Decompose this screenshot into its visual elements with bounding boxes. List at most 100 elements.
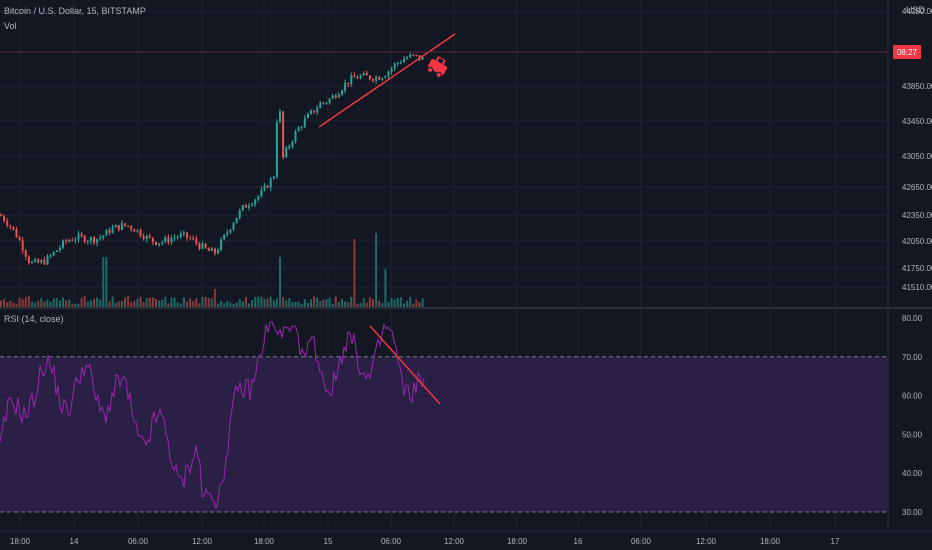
candle-body[interactable]: [31, 261, 33, 263]
volume-bar[interactable]: [409, 296, 412, 307]
candle-body[interactable]: [127, 225, 130, 227]
volume-bar[interactable]: [148, 297, 151, 307]
candle-body[interactable]: [192, 238, 195, 240]
volume-bar[interactable]: [282, 297, 285, 307]
volume-bar[interactable]: [356, 303, 359, 307]
candle-body[interactable]: [313, 110, 316, 113]
volume-bar[interactable]: [241, 301, 244, 307]
volume-bar[interactable]: [9, 300, 12, 307]
volume-bar[interactable]: [334, 296, 337, 307]
volume-bar[interactable]: [220, 301, 223, 307]
volume-bar[interactable]: [403, 303, 405, 307]
volume-bar[interactable]: [86, 301, 89, 307]
candle-body[interactable]: [124, 223, 126, 226]
candle-body[interactable]: [359, 75, 362, 79]
volume-bar[interactable]: [173, 297, 176, 307]
candle-body[interactable]: [139, 229, 142, 237]
volume-bar[interactable]: [182, 297, 185, 307]
volume-bar[interactable]: [151, 297, 154, 307]
rsi-line[interactable]: [0, 321, 425, 510]
volume-bar[interactable]: [198, 303, 201, 307]
volume-bar[interactable]: [294, 301, 297, 307]
volume-bar[interactable]: [58, 300, 61, 307]
volume-bar[interactable]: [83, 296, 86, 307]
candle-body[interactable]: [238, 210, 241, 218]
volume-legend[interactable]: Vol: [4, 21, 17, 31]
volume-bar[interactable]: [229, 302, 232, 307]
candle-body[interactable]: [375, 76, 378, 81]
volume-bar[interactable]: [251, 300, 254, 307]
candle-body[interactable]: [173, 237, 176, 239]
candle-body[interactable]: [105, 229, 108, 236]
candle-body[interactable]: [71, 240, 74, 242]
candle-body[interactable]: [189, 237, 192, 239]
candle-body[interactable]: [58, 247, 61, 251]
volume-bar[interactable]: [133, 300, 136, 307]
volume-bar[interactable]: [328, 297, 331, 307]
volume-bar[interactable]: [365, 302, 368, 307]
volume-bar[interactable]: [102, 257, 105, 307]
candle-body[interactable]: [204, 243, 207, 249]
candle-body[interactable]: [275, 122, 278, 177]
candle-body[interactable]: [347, 82, 350, 85]
volume-bar[interactable]: [300, 303, 303, 307]
volume-bar[interactable]: [390, 298, 393, 307]
candle-body[interactable]: [145, 235, 148, 240]
candle-body[interactable]: [161, 241, 164, 244]
candle-body[interactable]: [421, 57, 424, 60]
volume-bar[interactable]: [238, 299, 241, 307]
volume-bar[interactable]: [201, 296, 204, 307]
volume-bar[interactable]: [337, 301, 340, 307]
volume-bar[interactable]: [313, 296, 316, 307]
volume-bar[interactable]: [347, 302, 350, 307]
candle-body[interactable]: [148, 235, 151, 238]
volume-bar[interactable]: [155, 298, 157, 307]
volume-bar[interactable]: [204, 296, 207, 307]
candle-body[interactable]: [387, 71, 390, 77]
volume-bar[interactable]: [179, 303, 182, 307]
candle-body[interactable]: [294, 131, 297, 142]
candle-body[interactable]: [179, 233, 182, 237]
volume-bar[interactable]: [186, 301, 188, 307]
candle-body[interactable]: [263, 185, 266, 190]
volume-bar[interactable]: [263, 299, 266, 307]
candle-body[interactable]: [130, 226, 133, 230]
candle-body[interactable]: [80, 233, 83, 236]
candle-body[interactable]: [6, 220, 9, 226]
volume-bar[interactable]: [77, 303, 80, 307]
candle-body[interactable]: [43, 260, 46, 265]
volume-bar[interactable]: [130, 302, 133, 307]
volume-bar[interactable]: [275, 298, 278, 307]
volume-bar[interactable]: [325, 299, 328, 307]
candle-body[interactable]: [279, 111, 281, 123]
volume-bar[interactable]: [158, 300, 161, 307]
volume-bar[interactable]: [288, 298, 291, 307]
candle-body[interactable]: [21, 240, 24, 251]
volume-bar[interactable]: [124, 297, 126, 307]
volume-bar[interactable]: [232, 303, 235, 307]
candle-body[interactable]: [108, 229, 111, 233]
candle-body[interactable]: [24, 250, 27, 257]
volume-bar[interactable]: [117, 301, 120, 307]
candle-body[interactable]: [306, 113, 309, 119]
candle-body[interactable]: [229, 229, 232, 233]
volume-bar[interactable]: [306, 302, 309, 307]
volume-bar[interactable]: [331, 303, 334, 307]
volume-bar[interactable]: [34, 302, 37, 307]
volume-bar[interactable]: [68, 299, 71, 307]
candle-body[interactable]: [272, 176, 275, 179]
volume-bar[interactable]: [269, 296, 272, 307]
volume-bar[interactable]: [114, 302, 117, 307]
volume-bar[interactable]: [31, 301, 33, 307]
candle-body[interactable]: [418, 55, 421, 60]
candle-body[interactable]: [207, 248, 210, 251]
volume-bar[interactable]: [18, 297, 21, 307]
candle-body[interactable]: [319, 102, 322, 109]
candle-body[interactable]: [328, 98, 331, 103]
candle-body[interactable]: [372, 79, 374, 81]
volume-bar[interactable]: [381, 302, 384, 307]
candle-body[interactable]: [257, 196, 260, 200]
candle-body[interactable]: [223, 234, 226, 240]
candle-body[interactable]: [399, 62, 402, 64]
volume-bar[interactable]: [52, 298, 55, 307]
